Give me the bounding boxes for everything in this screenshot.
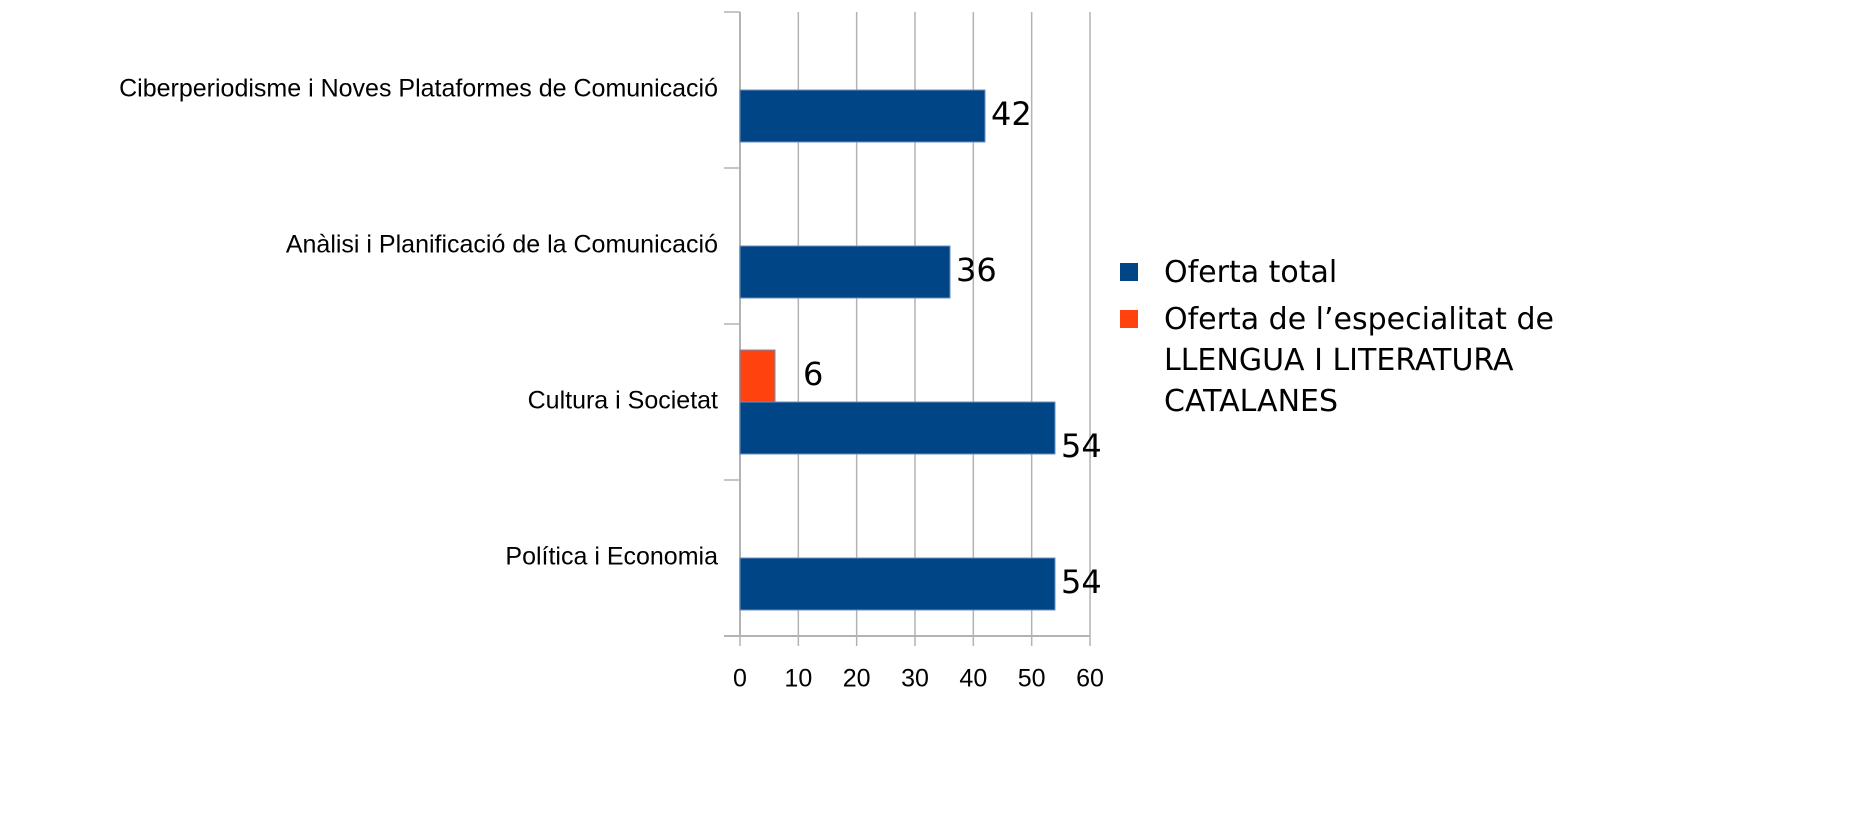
data-label: 54 <box>1061 427 1102 465</box>
data-label: 6 <box>803 355 823 393</box>
category-label: Anàlisi i Planificació de la Comunicació <box>286 231 718 259</box>
bar <box>739 89 986 143</box>
category-label: Ciberperiodisme i Noves Plataformes de C… <box>119 75 718 103</box>
legend-label: Oferta de l’especialitat de LLENGUA I LI… <box>1164 302 1554 419</box>
x-tick-label: 50 <box>1018 665 1046 693</box>
bar <box>739 557 1056 611</box>
x-tick-label: 20 <box>843 665 871 693</box>
legend-entry: Oferta de l’especialitat de LLENGUA I LI… <box>1120 299 1584 422</box>
category-label: Política i Economia <box>505 543 718 571</box>
legend-swatch <box>1120 263 1138 281</box>
bar <box>739 401 1056 455</box>
x-tick-label: 30 <box>901 665 929 693</box>
x-tick-label: 60 <box>1076 665 1104 693</box>
data-label: 36 <box>956 251 997 289</box>
legend-label: Oferta total <box>1164 255 1338 290</box>
x-tick-label: 0 <box>733 665 747 693</box>
legend-entry: Oferta total <box>1120 252 1584 293</box>
legend: Oferta total Oferta de l’especialitat de … <box>1120 252 1584 428</box>
category-label: Cultura i Societat <box>528 387 718 415</box>
bar <box>739 245 951 299</box>
data-label: 54 <box>1061 563 1102 601</box>
x-tick-label: 40 <box>959 665 987 693</box>
legend-swatch <box>1120 310 1138 328</box>
data-label: 42 <box>991 95 1032 133</box>
x-tick-label: 10 <box>784 665 812 693</box>
bar <box>739 349 776 403</box>
